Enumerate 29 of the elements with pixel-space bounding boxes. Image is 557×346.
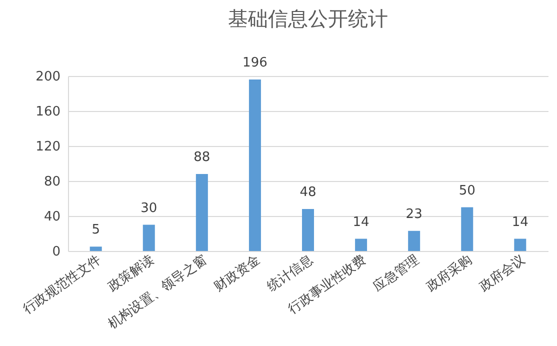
data-label: 196 xyxy=(242,56,268,70)
bar xyxy=(248,80,261,251)
data-label: 88 xyxy=(194,150,210,165)
x-tick-label: 政府采购 xyxy=(423,252,476,295)
data-label: 50 xyxy=(458,183,476,198)
data-label: 23 xyxy=(406,206,422,222)
y-tick-label: 120 xyxy=(36,140,60,154)
bar xyxy=(142,224,155,251)
bar xyxy=(408,230,420,251)
data-label: 5 xyxy=(92,222,100,238)
x-tick-label: 政府会议 xyxy=(476,252,528,295)
bar xyxy=(514,238,526,251)
chart-title: 基础信息公开统计 xyxy=(228,6,388,30)
y-tick-label: 80 xyxy=(44,174,60,190)
data-label: 14 xyxy=(352,214,370,230)
x-tick-label: 财政资金 xyxy=(212,252,263,295)
bar xyxy=(196,174,208,251)
data-label: 48 xyxy=(300,185,316,200)
bar xyxy=(90,246,102,251)
y-tick-label: 200 xyxy=(36,70,60,84)
x-tick-label: 应急管理 xyxy=(370,252,422,295)
y-tick-label: 0 xyxy=(52,244,60,260)
data-label: 30 xyxy=(140,200,158,216)
bar xyxy=(302,209,314,251)
bar xyxy=(355,238,368,251)
bar xyxy=(461,207,474,251)
y-tick-label: 40 xyxy=(44,210,60,224)
y-tick-label: 160 xyxy=(36,104,60,120)
data-label: 14 xyxy=(512,214,528,230)
